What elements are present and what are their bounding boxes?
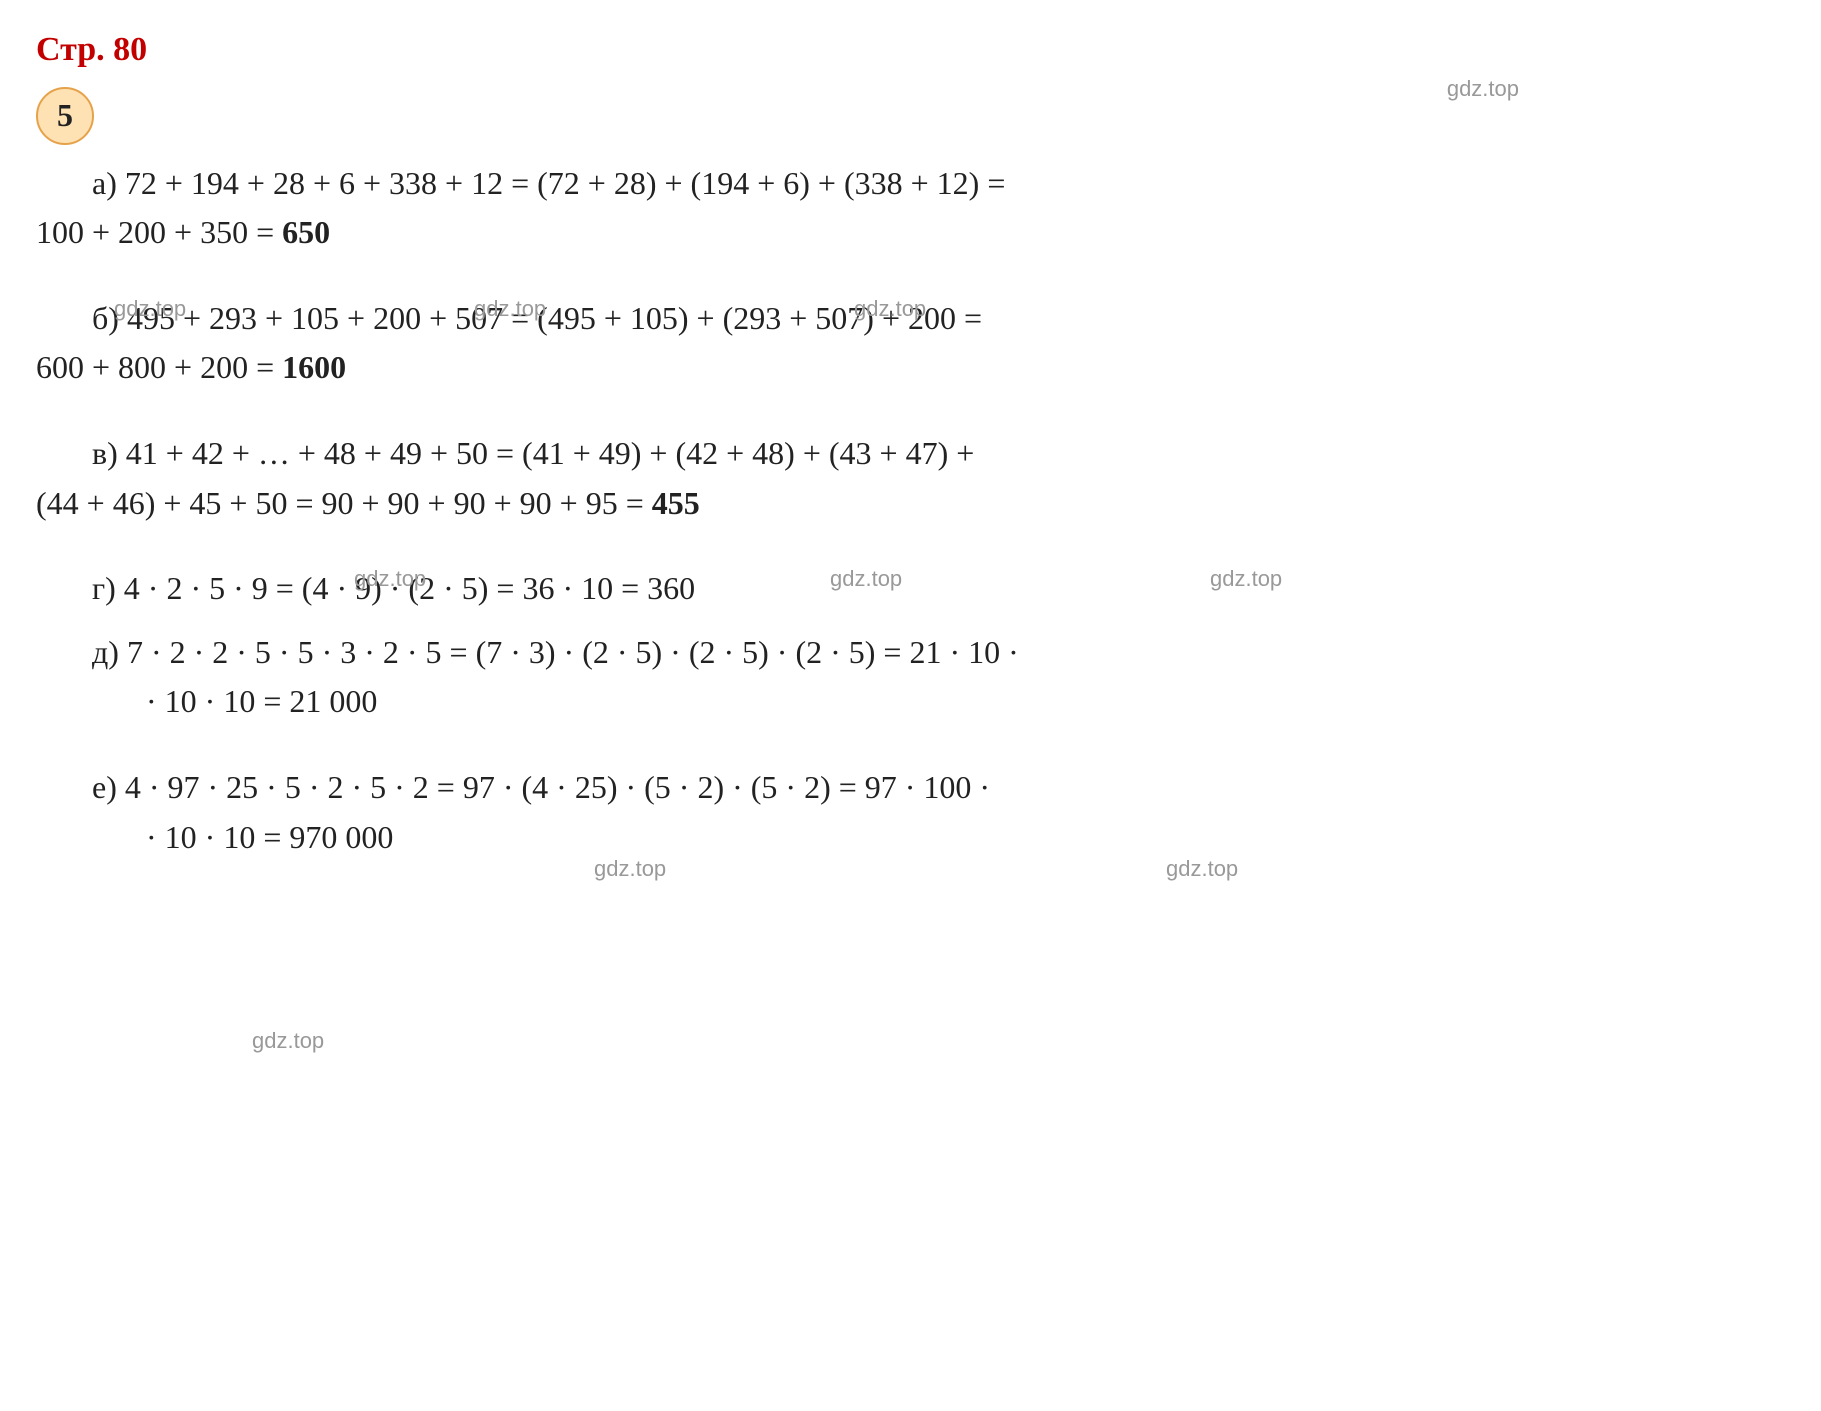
subproblem-c-answer: 455	[652, 485, 700, 521]
subproblem-e: е) 4 · 97 · 25 · 5 · 2 · 5 · 2 = 97 · (4…	[36, 763, 1785, 862]
subproblem-c-line2-pre: (44 + 46) + 45 + 50 = 90 + 90 + 90 + 90 …	[36, 485, 652, 521]
subproblem-d-line2: · 10 · 10 = 21 000	[36, 677, 1785, 727]
subproblem-a-line2-pre: 100 + 200 + 350 =	[36, 214, 282, 250]
subproblem-c-line2: (44 + 46) + 45 + 50 = 90 + 90 + 90 + 90 …	[36, 479, 1785, 529]
subproblem-d: д) 7 · 2 · 2 · 5 · 5 · 3 · 2 · 5 = (7 · …	[36, 628, 1785, 727]
watermark: gdz.top	[1447, 72, 1519, 106]
subproblem-c-line1: в) 41 + 42 + … + 48 + 49 + 50 = (41 + 49…	[36, 429, 1785, 479]
subproblem-a-line2: 100 + 200 + 350 = 650	[36, 208, 1785, 258]
subproblem-b-line1: б) 495 + 293 + 105 + 200 + 507 = (495 + …	[36, 294, 1785, 344]
page-header: Стр. 80	[36, 24, 1785, 77]
problem-number-badge: 5	[36, 87, 94, 145]
page-container: Стр. 80 5 gdz.top gdz.top gdz.top gdz.to…	[36, 24, 1785, 862]
subproblem-b-line2: 600 + 800 + 200 = 1600	[36, 343, 1785, 393]
subproblem-b-answer: 1600	[282, 349, 346, 385]
subproblem-b: б) 495 + 293 + 105 + 200 + 507 = (495 + …	[36, 294, 1785, 393]
subproblem-b-line2-pre: 600 + 800 + 200 =	[36, 349, 282, 385]
subproblem-c: в) 41 + 42 + … + 48 + 49 + 50 = (41 + 49…	[36, 429, 1785, 528]
subproblem-a-line1: а) 72 + 194 + 28 + 6 + 338 + 12 = (72 + …	[36, 159, 1785, 209]
subproblem-a-answer: 650	[282, 214, 330, 250]
subproblem-g-line1: г) 4 · 2 · 5 · 9 = (4 · 9) · (2 · 5) = 3…	[36, 564, 1785, 614]
subproblem-e-line2: · 10 · 10 = 970 000	[36, 813, 1785, 863]
subproblem-d-line1: д) 7 · 2 · 2 · 5 · 5 · 3 · 2 · 5 = (7 · …	[36, 628, 1785, 678]
subproblem-e-line1: е) 4 · 97 · 25 · 5 · 2 · 5 · 2 = 97 · (4…	[36, 763, 1785, 813]
subproblem-g: г) 4 · 2 · 5 · 9 = (4 · 9) · (2 · 5) = 3…	[36, 564, 1785, 614]
watermark: gdz.top	[252, 1024, 324, 1058]
subproblem-a: а) 72 + 194 + 28 + 6 + 338 + 12 = (72 + …	[36, 159, 1785, 258]
